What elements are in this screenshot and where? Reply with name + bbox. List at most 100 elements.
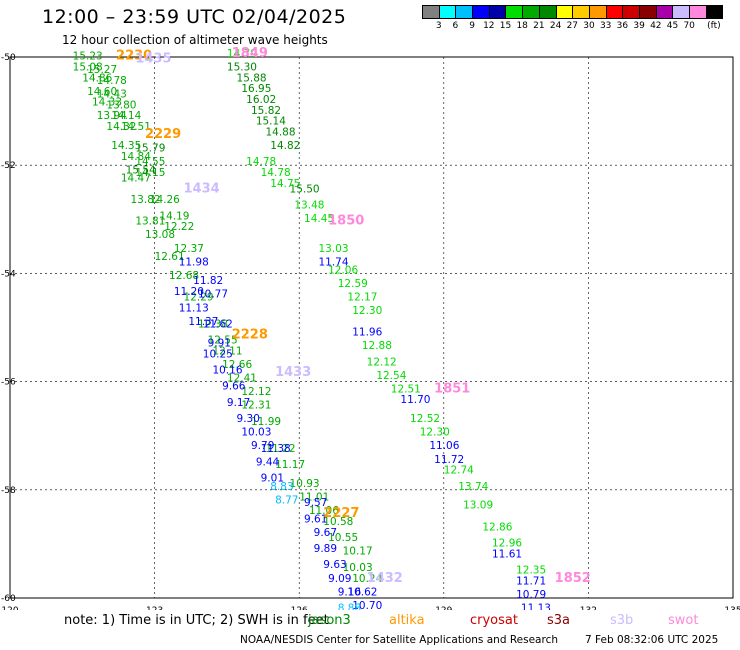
wave-height-value: 9.17: [227, 397, 250, 409]
wave-height-value: 11.74: [318, 256, 348, 268]
wave-height-value: 15.30: [227, 62, 257, 74]
wave-height-value: 12.51: [391, 383, 421, 395]
wave-height-value: 9.30: [237, 413, 260, 425]
wave-height-value: 12.59: [338, 278, 368, 290]
track-time-label: 2227: [323, 506, 359, 521]
wave-height-value: 12.88: [362, 340, 392, 352]
legend-swatch: [705, 5, 724, 19]
wave-height-value: 12.31: [241, 400, 271, 412]
track-time-label: 1434: [184, 181, 220, 196]
legend-color-bar: [422, 5, 724, 19]
wave-height-value: 12.38: [198, 319, 228, 331]
wave-height-value: 12.37: [174, 243, 204, 255]
x-tick-label: 135: [724, 606, 740, 610]
legend-label: 3: [435, 21, 442, 31]
wave-height-value: 15.50: [290, 183, 320, 195]
legend-label: 12: [483, 21, 495, 31]
wave-height-value: 14.55: [135, 156, 165, 168]
wave-height-value: 11.17: [275, 459, 305, 471]
wave-height-value: 13.80: [106, 99, 136, 111]
track-time-label: 1849: [232, 46, 268, 61]
wave-height-value: 11.61: [492, 548, 522, 560]
track-time-label: 2229: [145, 127, 181, 142]
wave-height-value: 14.32: [106, 121, 136, 133]
wave-height-value: 13.74: [458, 481, 488, 493]
wave-height-value: 11.72: [434, 454, 464, 466]
legend-label: 18: [516, 21, 528, 31]
wave-height-value: 13.82: [131, 194, 161, 206]
wave-height-value: 11.13: [521, 603, 551, 610]
wave-height-value: 14.78: [261, 167, 291, 179]
wave-height-value: 13.48: [294, 199, 324, 211]
wave-height-value: 11.01: [299, 492, 329, 504]
wave-height-value: 12.52: [410, 413, 440, 425]
wave-height-value: 14.88: [265, 126, 295, 138]
wave-height-value: 11.62: [203, 319, 233, 331]
wave-height-value: 9.91: [208, 337, 231, 349]
wave-height-value: 15.08: [73, 62, 103, 74]
wave-height-value: 9.01: [261, 473, 284, 485]
wave-height-value: 10.55: [328, 532, 358, 544]
x-tick-label: 123: [146, 606, 163, 610]
wave-height-value: 12.74: [444, 465, 474, 477]
wave-height-value: 15.54: [126, 164, 156, 176]
wave-height-value: 15.79: [135, 143, 165, 155]
wave-height-value: 15.14: [256, 116, 286, 128]
track-time-label: 2230: [116, 49, 152, 64]
legend-label: 33: [599, 21, 612, 31]
wave-height-value: 11.98: [179, 256, 209, 268]
wave-height-value: 14.14: [111, 110, 141, 122]
satellite-altika: altika: [389, 613, 425, 628]
wave-height-value: 9.63: [323, 559, 346, 571]
wave-height-value: 9.16: [338, 586, 362, 598]
wave-height-value: 10.16: [212, 364, 242, 376]
y-tick-label: -50: [1, 53, 16, 63]
wave-height-value: 9.66: [222, 381, 246, 393]
wave-height-value: 11.71: [516, 575, 546, 587]
wave-height-value: 8.83: [270, 481, 293, 493]
y-tick-label: -58: [1, 486, 16, 496]
satellite-s3b: s3b: [610, 613, 634, 628]
map-frame: [9, 56, 734, 599]
wave-height-value: 12.55: [208, 335, 238, 347]
legend-label: 42: [650, 21, 662, 31]
map-title: 12:00 – 23:59 UTC 02/04/2025: [42, 6, 347, 28]
wave-height-value: 12.29: [184, 291, 214, 303]
legend-label: 39: [633, 21, 645, 31]
wave-height-value: 14.84: [121, 151, 151, 163]
wave-height-value: 11.06: [309, 505, 339, 517]
x-tick-label: 129: [435, 606, 452, 610]
wave-height-value: 9.61: [304, 513, 327, 525]
y-tick-label: -54: [1, 269, 16, 279]
wave-height-value: 12.66: [222, 359, 252, 371]
wave-height-value: 13.03: [318, 243, 348, 255]
wave-height-value: 12.96: [492, 538, 522, 550]
legend-label: 21: [533, 21, 545, 31]
legend-labels: 3 6 9 12 15 18 21 24 27 30 33 36 39 42 45 70 (ft): [422, 19, 722, 33]
wave-height-value: 14.79: [227, 48, 257, 60]
wave-height-value: 13.09: [463, 500, 493, 512]
wave-height-value: 14.43: [97, 89, 127, 101]
wave-height-value: 12.30: [420, 427, 450, 439]
wave-height-value: 12.61: [155, 251, 185, 263]
wave-height-value: 10.24: [352, 573, 382, 585]
wave-height-value: 8.77: [275, 494, 298, 506]
satellite-s3a: s3a: [547, 613, 571, 628]
legend-label: 36: [616, 21, 629, 31]
wave-height-value: 14.15: [135, 167, 165, 179]
wave-height-value: 14.26: [150, 194, 180, 206]
track-time-label: 1435: [135, 51, 171, 66]
x-tick-label: 132: [580, 606, 597, 610]
legend-label: 30: [583, 21, 595, 31]
wave-height-value: 9.57: [304, 497, 327, 509]
wave-height-value: 16.95: [241, 83, 271, 95]
wave-height-value: 12.41: [227, 373, 257, 385]
wave-height-value: 14.47: [121, 172, 151, 184]
wave-height-value: 11.13: [179, 302, 209, 314]
wave-height-value: 11.99: [251, 416, 281, 428]
wave-height-value: 14.60: [87, 86, 117, 98]
wave-height-value: 9.44: [256, 456, 280, 468]
wave-height-value: 13.81: [135, 216, 165, 228]
wave-height-value: 14.86: [82, 72, 112, 84]
wave-height-value: 10.70: [352, 600, 382, 610]
